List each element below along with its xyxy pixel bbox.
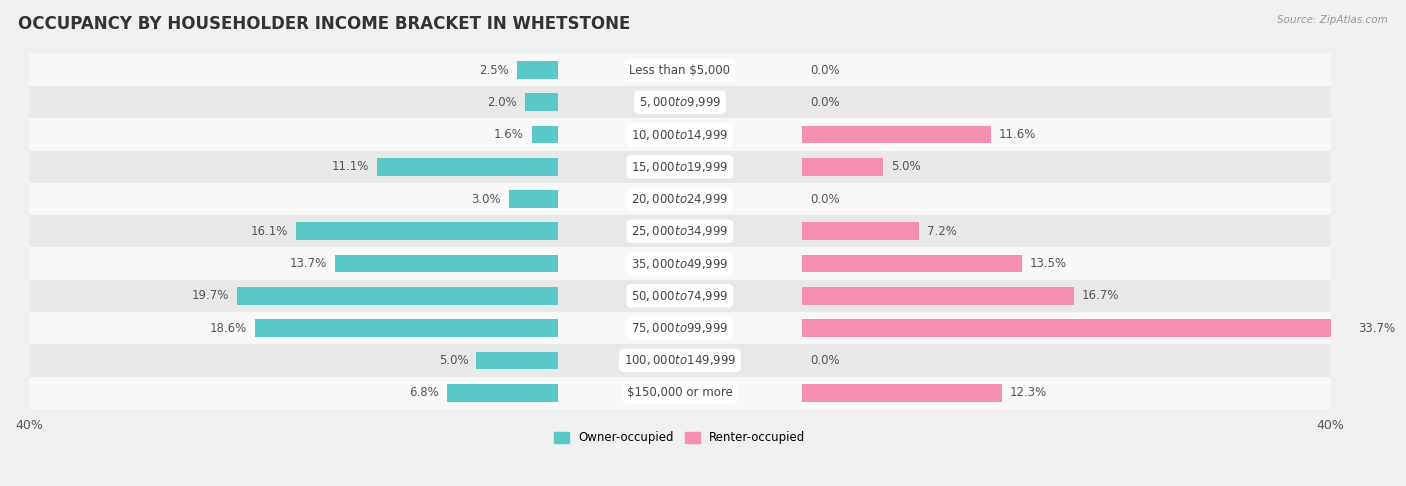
Text: $25,000 to $34,999: $25,000 to $34,999 <box>631 225 728 238</box>
Text: 16.7%: 16.7% <box>1081 289 1119 302</box>
Text: $50,000 to $74,999: $50,000 to $74,999 <box>631 289 728 303</box>
Bar <box>30 119 1330 151</box>
Text: 11.6%: 11.6% <box>998 128 1036 141</box>
Text: $150,000 or more: $150,000 or more <box>627 386 733 399</box>
Bar <box>335 255 558 273</box>
Bar <box>238 287 558 305</box>
Bar <box>801 158 883 175</box>
Bar <box>295 223 558 240</box>
Text: 6.8%: 6.8% <box>409 386 439 399</box>
Text: 5.0%: 5.0% <box>439 354 468 367</box>
Bar <box>801 255 1022 273</box>
Text: 18.6%: 18.6% <box>209 322 247 335</box>
Bar <box>801 287 1074 305</box>
Bar <box>801 384 1002 401</box>
Bar <box>30 215 1330 247</box>
Text: $15,000 to $19,999: $15,000 to $19,999 <box>631 160 728 174</box>
Text: 0.0%: 0.0% <box>810 64 839 76</box>
Bar <box>531 126 558 143</box>
Bar <box>801 223 920 240</box>
Text: 0.0%: 0.0% <box>810 192 839 206</box>
Text: $10,000 to $14,999: $10,000 to $14,999 <box>631 127 728 141</box>
Text: Less than $5,000: Less than $5,000 <box>630 64 730 76</box>
Legend: Owner-occupied, Renter-occupied: Owner-occupied, Renter-occupied <box>550 427 810 449</box>
Bar <box>30 54 1330 86</box>
Text: 19.7%: 19.7% <box>191 289 229 302</box>
Bar <box>30 280 1330 312</box>
Bar <box>30 247 1330 280</box>
Text: $5,000 to $9,999: $5,000 to $9,999 <box>638 95 721 109</box>
Text: 2.5%: 2.5% <box>479 64 509 76</box>
Text: 13.5%: 13.5% <box>1029 257 1067 270</box>
Text: 11.1%: 11.1% <box>332 160 368 174</box>
Bar <box>254 319 558 337</box>
Text: $75,000 to $99,999: $75,000 to $99,999 <box>631 321 728 335</box>
Bar <box>30 86 1330 119</box>
Text: 12.3%: 12.3% <box>1010 386 1047 399</box>
Text: 0.0%: 0.0% <box>810 96 839 109</box>
Text: OCCUPANCY BY HOUSEHOLDER INCOME BRACKET IN WHETSTONE: OCCUPANCY BY HOUSEHOLDER INCOME BRACKET … <box>18 15 631 33</box>
Text: 16.1%: 16.1% <box>250 225 288 238</box>
Text: 13.7%: 13.7% <box>290 257 326 270</box>
Bar <box>517 61 558 79</box>
Bar <box>30 151 1330 183</box>
Text: 1.6%: 1.6% <box>494 128 523 141</box>
Bar <box>526 93 558 111</box>
Text: $35,000 to $49,999: $35,000 to $49,999 <box>631 257 728 271</box>
Text: $100,000 to $149,999: $100,000 to $149,999 <box>624 353 735 367</box>
Bar <box>30 312 1330 344</box>
Bar <box>477 351 558 369</box>
Bar <box>801 126 991 143</box>
Bar <box>801 319 1350 337</box>
Text: 33.7%: 33.7% <box>1358 322 1396 335</box>
Text: $20,000 to $24,999: $20,000 to $24,999 <box>631 192 728 206</box>
Bar <box>30 344 1330 377</box>
Bar <box>447 384 558 401</box>
Text: 0.0%: 0.0% <box>810 354 839 367</box>
Bar <box>509 190 558 208</box>
Bar <box>377 158 558 175</box>
Text: 5.0%: 5.0% <box>891 160 921 174</box>
Text: 7.2%: 7.2% <box>927 225 957 238</box>
Bar <box>30 377 1330 409</box>
Bar <box>30 183 1330 215</box>
Text: 2.0%: 2.0% <box>488 96 517 109</box>
Text: Source: ZipAtlas.com: Source: ZipAtlas.com <box>1277 15 1388 25</box>
Text: 3.0%: 3.0% <box>471 192 501 206</box>
